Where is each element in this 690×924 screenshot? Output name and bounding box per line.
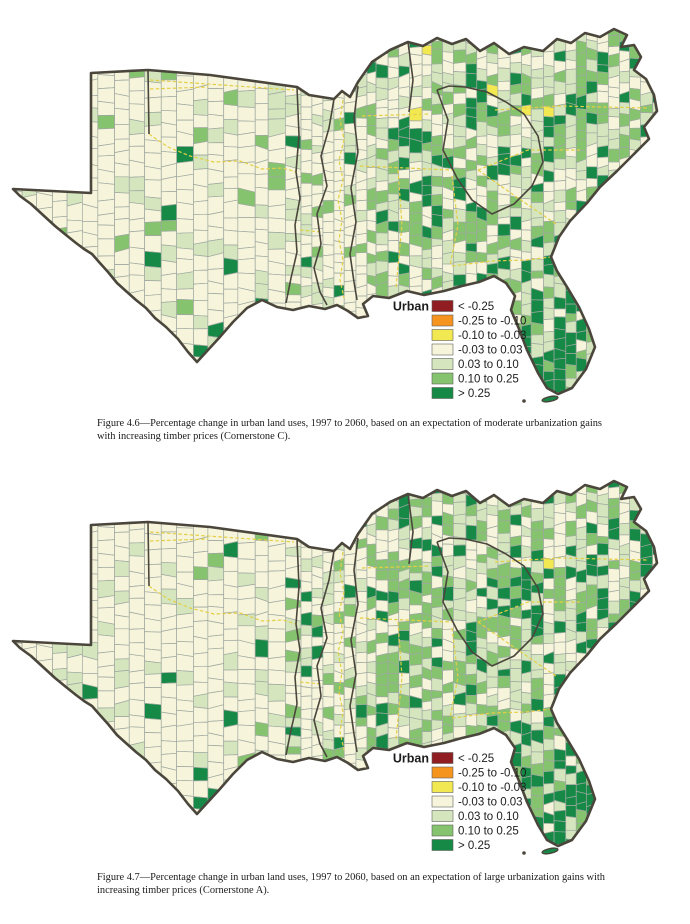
- figure-4-7-caption: Figure 4.7—Percentage change in urban la…: [97, 872, 605, 897]
- legend-label: -0.03 to 0.03: [458, 345, 523, 357]
- map-canvas: Urban < -0.25 -0.25 to -0.10 -0.10 to -0.03…: [11, 27, 659, 403]
- map-canvas: Urban < -0.25 -0.25 to -0.10 -0.10 to -0.03…: [11, 479, 659, 855]
- legend-label: > 0.25: [458, 388, 490, 400]
- legend-title: Urban: [393, 752, 429, 766]
- legend-title: Urban: [393, 300, 429, 314]
- legend-label: 0.10 to 0.25: [458, 826, 519, 838]
- legend-swatch: [431, 766, 454, 779]
- legend-label: -0.03 to 0.03: [458, 797, 523, 809]
- legend-swatch: [431, 752, 454, 764]
- choropleth-map-figure-4-7: Urban < -0.25 -0.25 to -0.10 -0.10 to -0.03…: [0, 452, 690, 864]
- choropleth-map-figure-4-6: Urban < -0.25 -0.25 to -0.10 -0.10 to -0.03…: [0, 0, 690, 412]
- legend-swatch: [431, 810, 454, 822]
- legend-swatch: [431, 781, 454, 793]
- figure-4-6-caption: Figure 4.6—Percentage change in urban la…: [97, 418, 602, 443]
- county-mesh: [13, 29, 657, 394]
- legend-swatch: [431, 795, 454, 808]
- legend-swatch: [431, 824, 454, 837]
- legend-swatch: [431, 343, 454, 356]
- legend-swatch: [431, 314, 454, 327]
- legend-swatch: [431, 329, 454, 341]
- county-mesh: [13, 481, 657, 846]
- florida-keys: [541, 395, 559, 403]
- legend-label: < -0.25: [458, 753, 494, 765]
- legend-swatch: [431, 372, 454, 385]
- state-borders: [147, 493, 649, 758]
- region-outline: [11, 479, 659, 848]
- legend-swatch: [431, 387, 454, 399]
- florida-keys-islet: [522, 851, 526, 855]
- florida-keys: [541, 847, 559, 855]
- legend-label: > 0.25: [458, 840, 490, 852]
- legend-swatch: [431, 358, 454, 370]
- legend-swatch: [431, 300, 454, 312]
- legend-label: -0.10 to -0.03: [458, 330, 526, 342]
- florida-keys-islet: [522, 399, 526, 403]
- map-legend: Urban < -0.25 -0.25 to -0.10 -0.10 to -0.03…: [393, 752, 527, 853]
- legend-label: 0.10 to 0.25: [458, 374, 519, 386]
- legend-label: 0.03 to 0.10: [458, 359, 519, 371]
- map-legend: Urban < -0.25 -0.25 to -0.10 -0.10 to -0.03…: [393, 300, 527, 401]
- state-borders: [147, 41, 649, 306]
- region-outline: [11, 27, 659, 396]
- legend-label: -0.25 to -0.10: [458, 768, 526, 780]
- legend-label: 0.03 to 0.10: [458, 811, 519, 823]
- legend-swatch: [431, 839, 454, 851]
- legend-label: < -0.25: [458, 301, 494, 313]
- legend-label: -0.25 to -0.10: [458, 316, 526, 328]
- legend-label: -0.10 to -0.03: [458, 782, 526, 794]
